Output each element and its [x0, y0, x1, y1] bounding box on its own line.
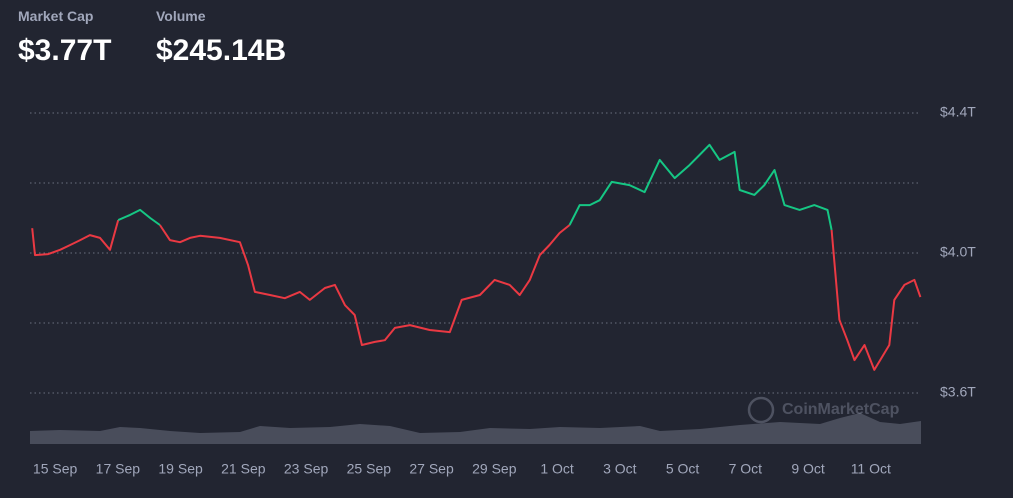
stat: Market Cap $3.77T	[18, 8, 111, 68]
x-tick-label: 19 Sep	[158, 461, 203, 477]
watermark-logo	[747, 396, 775, 424]
x-tick-label: 21 Sep	[221, 461, 266, 477]
line-segment	[159, 224, 571, 346]
x-tick-label: 9 Oct	[791, 461, 825, 477]
x-tick-label: 17 Sep	[96, 461, 141, 477]
line-segment	[830, 229, 922, 371]
y-tick-label: $3.6T	[940, 384, 976, 400]
x-tick-label: 7 Oct	[729, 461, 763, 477]
x-tick-label: 25 Sep	[347, 461, 392, 477]
stat-value: $3.77T	[18, 34, 112, 67]
x-tick-label: 23 Sep	[284, 461, 329, 477]
x-tick-label: 11 Oct	[851, 461, 891, 477]
y-tick-label: $4.4T	[940, 104, 976, 120]
stat-value: $245.14B	[156, 34, 287, 67]
stat-label: Market Cap	[18, 8, 94, 24]
x-tick-label: 15 Sep	[33, 461, 78, 477]
watermark: CoinMarketCap	[747, 396, 900, 424]
x-tick-label: 29 Sep	[472, 461, 517, 477]
x-tick-label: 5 Oct	[666, 461, 700, 477]
watermark-text: CoinMarketCap	[782, 401, 900, 418]
stat-label: Volume	[156, 8, 206, 24]
line-segment	[568, 143, 833, 231]
line-segment	[117, 208, 161, 226]
volume-area	[30, 413, 921, 444]
x-tick-label: 27 Sep	[409, 461, 454, 477]
stat: Volume $245.14B	[156, 8, 286, 68]
x-tick-label: 3 Oct	[603, 461, 637, 477]
line-segment	[31, 219, 120, 257]
x-tick-label: 1 Oct	[540, 461, 574, 477]
y-tick-label: $4.0T	[940, 244, 976, 260]
